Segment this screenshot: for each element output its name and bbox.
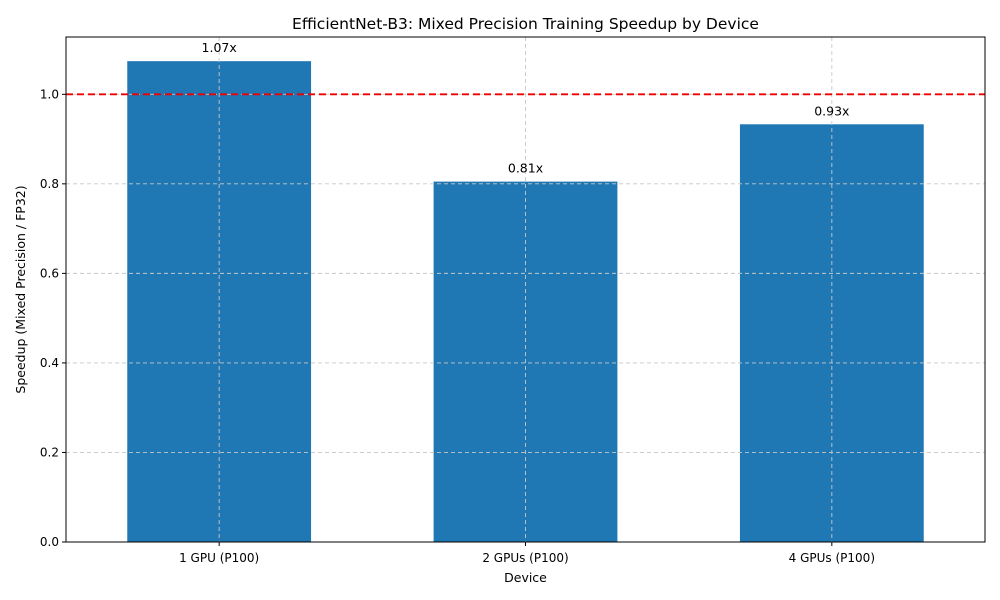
y-axis: 0.0 0.2 0.4 0.6 0.8 1.0 (40, 87, 66, 549)
x-axis-label: Device (504, 570, 547, 585)
bar-data-label: 1.07x (202, 40, 237, 55)
y-tick-label: 1.0 (40, 87, 59, 101)
chart-title: EfficientNet-B3: Mixed Precision Trainin… (292, 15, 759, 33)
data-labels: 1.07x 0.81x 0.93x (202, 40, 850, 175)
x-axis: 1 GPU (P100) 2 GPUs (P100) 4 GPUs (P100) (179, 542, 875, 565)
bar (127, 61, 312, 542)
y-tick-label: 0.8 (40, 177, 59, 191)
x-tick-label: 2 GPUs (P100) (482, 551, 568, 565)
y-tick-label: 0.6 (40, 266, 59, 280)
x-tick-label: 1 GPU (P100) (179, 551, 259, 565)
y-tick-label: 0.4 (40, 356, 59, 370)
y-tick-label: 0.2 (40, 445, 59, 459)
y-tick-label: 0.0 (40, 535, 59, 549)
y-axis-label: Speedup (Mixed Precision / FP32) (13, 185, 28, 393)
x-tick-label: 4 GPUs (P100) (789, 551, 875, 565)
bar-data-label: 0.81x (508, 161, 543, 176)
bar-data-label: 0.93x (814, 103, 849, 118)
